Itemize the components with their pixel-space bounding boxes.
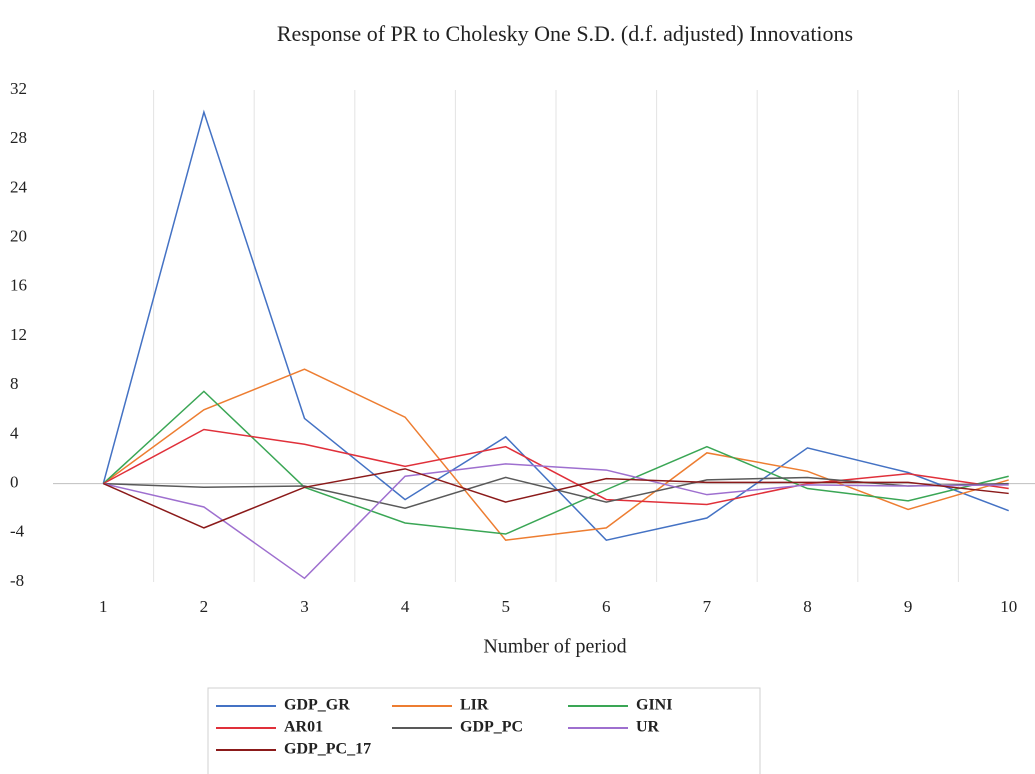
- y-tick-label: -4: [10, 522, 25, 541]
- x-axis-label: Number of period: [483, 636, 626, 658]
- y-tick-label: 32: [10, 79, 27, 98]
- y-tick-label: 16: [10, 276, 27, 295]
- x-tick-label: 7: [703, 597, 712, 616]
- y-tick-label: 4: [10, 423, 19, 442]
- x-tick-label: 2: [200, 597, 209, 616]
- legend-label: GDP_GR: [284, 697, 350, 714]
- x-tick-label: 4: [401, 597, 410, 616]
- legend-label: GINI: [636, 697, 672, 714]
- series-line: [102, 468, 1009, 529]
- y-tick-label: 12: [10, 325, 27, 344]
- legend-label: AR01: [284, 719, 323, 736]
- x-tick-label: 8: [803, 597, 812, 616]
- series-line: [102, 428, 1009, 506]
- legend-label: GDP_PC: [460, 719, 523, 736]
- legend-box: [207, 687, 761, 774]
- y-tick-label: 28: [10, 128, 27, 147]
- y-tick-label: -8: [10, 571, 24, 590]
- y-tick-label: 24: [10, 177, 28, 196]
- y-tick-label: 8: [10, 374, 19, 393]
- legend-label: LIR: [460, 697, 489, 714]
- x-tick-label: 3: [300, 597, 309, 616]
- legend-label: GDP_PC_17: [284, 741, 371, 758]
- y-tick-label: 0: [10, 473, 19, 492]
- series-line: [102, 368, 1009, 541]
- x-tick-label: 9: [904, 597, 913, 616]
- series-line: [102, 390, 1009, 535]
- x-tick-label: 10: [1000, 597, 1017, 616]
- x-tick-label: 1: [99, 597, 108, 616]
- x-tick-label: 5: [501, 597, 510, 616]
- series-line: [102, 109, 1009, 542]
- chart-title: Response of PR to Cholesky One S.D. (d.f…: [277, 21, 853, 46]
- legend-label: UR: [636, 719, 660, 736]
- series-line: [103, 463, 1009, 580]
- y-tick-label: 20: [10, 227, 27, 246]
- x-tick-label: 6: [602, 597, 611, 616]
